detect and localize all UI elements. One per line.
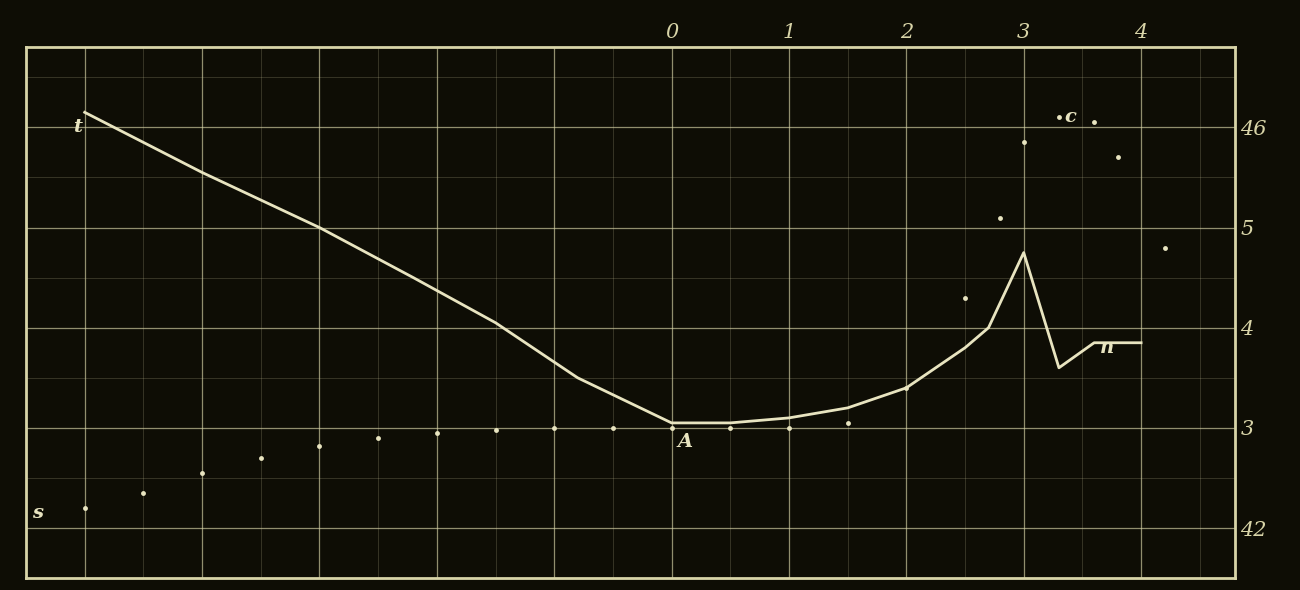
Text: s: s xyxy=(32,504,43,522)
Text: A: A xyxy=(677,433,693,451)
Text: n: n xyxy=(1100,339,1114,357)
Text: c: c xyxy=(1065,109,1076,126)
Text: t: t xyxy=(73,119,82,136)
